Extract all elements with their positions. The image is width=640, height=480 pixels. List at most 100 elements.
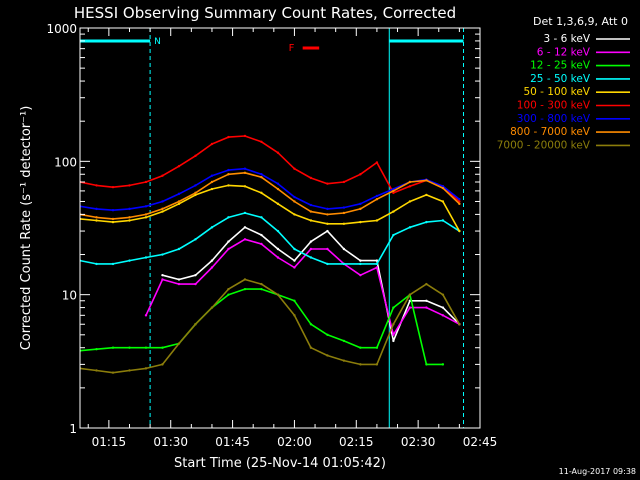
data-point: [309, 240, 313, 243]
data-point: [128, 369, 131, 372]
legend-label-2: 6 - 12 keV: [537, 46, 591, 58]
data-point: [161, 210, 164, 213]
data-point: [177, 342, 181, 345]
data-point: [359, 262, 362, 266]
data-point: [194, 191, 197, 195]
data-point: [111, 346, 115, 349]
data-point: [210, 187, 214, 191]
data-point: [425, 363, 428, 366]
legend-label-4: 25 - 50 keV: [530, 73, 591, 85]
data-point: [408, 306, 412, 309]
data-point: [227, 184, 230, 187]
data-point: [177, 164, 181, 168]
footer-timestamp: 11-Aug-2017 09:38: [559, 467, 636, 476]
data-point: [210, 226, 214, 229]
legend-label-1: 3 - 6 keV: [543, 33, 590, 45]
data-point: [128, 219, 131, 222]
data-point: [309, 247, 313, 251]
y-tick-label: 10: [62, 289, 77, 303]
data-point: [177, 192, 181, 196]
data-point: [359, 173, 362, 176]
data-point: [392, 339, 395, 343]
data-point: [95, 216, 98, 219]
data-point: [194, 238, 197, 241]
data-point: [326, 229, 329, 233]
data-point: [144, 346, 148, 349]
data-point: [359, 363, 362, 366]
data-point: [276, 182, 280, 185]
data-point: [111, 262, 115, 266]
data-point: [408, 200, 412, 203]
data-point: [276, 247, 280, 251]
data-point: [161, 253, 164, 256]
series-line-8: [80, 172, 460, 220]
y-axis-title: Corrected Count Rate (s⁻¹ detector⁻¹): [19, 106, 34, 351]
legend-label-5: 50 - 100 keV: [523, 86, 590, 98]
data-point: [375, 161, 379, 164]
data-point: [194, 273, 197, 277]
data-point: [392, 210, 395, 213]
x-tick-label: 02:15: [339, 435, 374, 449]
legend-label-9: 7000 - 20000 keV: [497, 139, 591, 151]
data-point: [375, 266, 379, 269]
data-point: [375, 363, 379, 366]
data-point: [309, 256, 313, 259]
data-point: [144, 213, 148, 216]
data-point: [210, 266, 214, 269]
data-point: [342, 206, 346, 209]
y-tick-label: 1000: [46, 22, 77, 36]
data-point: [243, 278, 247, 281]
data-point: [194, 323, 197, 326]
data-point: [243, 287, 247, 291]
data-point: [111, 371, 115, 374]
data-point: [392, 233, 395, 237]
data-point: [260, 282, 263, 286]
chart-title: HESSI Observing Summary Count Rates, Cor…: [74, 4, 456, 22]
data-point: [161, 174, 164, 177]
data-point: [342, 180, 346, 184]
plot-frame: [79, 27, 481, 429]
data-point: [293, 195, 296, 199]
series-line-7: [80, 167, 460, 211]
data-point: [293, 213, 296, 216]
data-point: [128, 216, 131, 219]
legend-label-6: 100 - 300 keV: [517, 100, 591, 112]
data-point: [392, 187, 395, 191]
legend-label-8: 800 - 7000 keV: [510, 126, 591, 138]
legend-title: Det 1,3,6,9, Att 0: [533, 15, 628, 28]
data-point: [375, 219, 379, 222]
data-point: [177, 278, 181, 281]
data-point: [309, 203, 313, 207]
data-point: [243, 185, 247, 188]
data-point: [128, 184, 131, 187]
x-tick-label: 02:45: [463, 435, 498, 449]
data-point: [441, 306, 445, 309]
data-point: [359, 259, 362, 262]
data-point: [425, 282, 428, 286]
data-point: [326, 213, 329, 216]
data-point: [326, 247, 329, 251]
data-point: [276, 151, 280, 154]
data-point: [227, 293, 230, 296]
data-point: [359, 202, 362, 206]
data-point: [111, 217, 115, 221]
data-point: [227, 247, 230, 251]
data-point: [95, 207, 98, 211]
data-point: [194, 184, 197, 187]
series-line-4: [80, 212, 460, 265]
data-point: [342, 339, 346, 343]
data-point: [177, 202, 181, 206]
data-point: [441, 314, 445, 317]
data-point: [309, 346, 313, 349]
data-point: [276, 229, 280, 233]
data-point: [111, 185, 115, 189]
legend-label-7: 300 - 800 keV: [517, 113, 591, 125]
data-point: [392, 191, 395, 195]
data-point: [260, 242, 263, 246]
night-label: N: [154, 37, 161, 47]
data-point: [293, 200, 296, 203]
data-point: [326, 182, 329, 185]
data-point: [177, 200, 181, 203]
data-point: [425, 306, 428, 309]
